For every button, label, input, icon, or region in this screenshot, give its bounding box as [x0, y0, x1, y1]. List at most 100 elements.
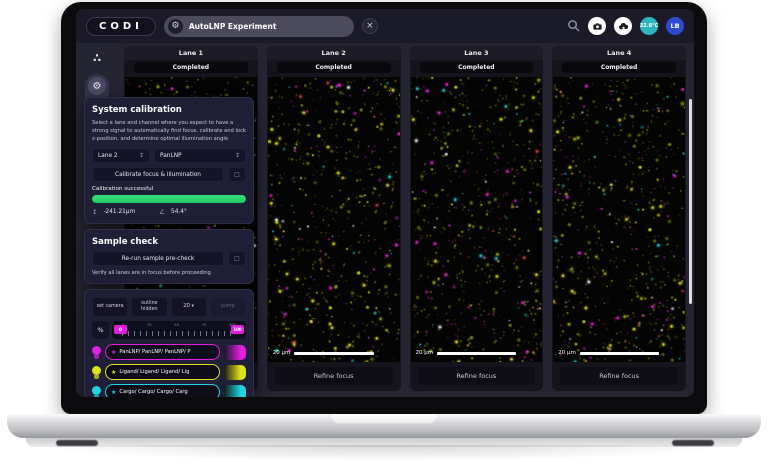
lane-image-viewport[interactable]: 20 μm [553, 77, 685, 362]
user-avatar[interactable]: LB [666, 17, 684, 35]
rerun-precheck-button[interactable]: Re-run sample pre-check [92, 251, 224, 267]
channel-pill-ligand[interactable]: ★ Ligand/ Ligand/ Ligand/ Lig [105, 364, 220, 381]
card-title: System calibration [92, 105, 182, 115]
set-camera-button[interactable]: set camera [92, 297, 129, 318]
star-icon: ★ [111, 388, 117, 396]
bulb-icon[interactable] [92, 345, 101, 359]
channel-row-cargo: ★ Cargo/ Cargo/ Cargo/ Carg [92, 384, 246, 397]
refine-focus-button[interactable]: Refine focus [274, 367, 393, 385]
lane-title: Lane 2 [266, 46, 401, 60]
lane-title: Lane 3 [409, 46, 544, 60]
intensity-range-slider[interactable]: 0 25 50 75 100 0 100 [112, 321, 246, 340]
lane-status-badge: Completed [276, 62, 391, 73]
lane-image-viewport[interactable]: 20 μm [267, 77, 400, 362]
lane-column-4: Lane 4 Completed 20 μm Refine focus [552, 46, 686, 391]
refine-focus-button[interactable]: Refine focus [560, 367, 678, 385]
illumination-angle-value: 54.4° [171, 209, 187, 216]
channel-label: Cargo/ Cargo/ Cargo/ Carg [119, 389, 188, 396]
channel-label: PanLNP/ PanLNP/ PanLNP/ P [119, 349, 191, 356]
temperature-badge[interactable]: 32.8°C [640, 17, 658, 35]
laptop-lid-notch [329, 414, 439, 425]
camera-settings-button[interactable] [588, 17, 606, 35]
scale-bar [579, 351, 659, 355]
lane-title: Lane 4 [552, 46, 686, 60]
channel-swatch[interactable] [224, 384, 246, 397]
percent-button[interactable]: % [92, 321, 109, 340]
lane-title: Lane 1 [124, 46, 258, 60]
channel-row-ligand: ★ Ligand/ Ligand/ Ligand/ Lig [92, 364, 246, 381]
sample-check-note: Verify all lanes are in focus before pro… [92, 270, 211, 277]
calibration-selects: Lane 2 ↕ PanLNP ↕ [92, 148, 246, 164]
star-icon: ★ [111, 348, 117, 356]
brand-logo: CODI [86, 16, 156, 36]
view-mode-button[interactable]: 2D ▾ [170, 297, 207, 318]
lane-image[interactable] [553, 77, 685, 362]
channel-label: Ligand/ Ligand/ Ligand/ Lig [119, 369, 190, 376]
slider-tick-labels: 0 25 50 75 100 [122, 323, 236, 327]
calibration-settings-button[interactable]: □ [228, 167, 246, 183]
lane-image[interactable] [267, 77, 400, 362]
sidebar-item-calibration[interactable]: ⚙ [88, 77, 106, 95]
scale-bar-group: 20 μm [558, 350, 659, 356]
tick-label: 75 [201, 323, 207, 328]
gear-icon: ⚙ [167, 18, 183, 34]
top-bar: CODI ⚙ AutoLNP Experiment × 32.8°C [76, 9, 694, 43]
sample-check-row: Re-run sample pre-check □ [92, 251, 246, 267]
scale-label: 20 μm [415, 350, 434, 356]
intensity-slider-row: % 0 25 50 75 100 0 100 [92, 321, 246, 340]
system-calibration-card: System calibration Select a lane and cha… [84, 97, 254, 225]
channel-pill-panlnp[interactable]: ★ PanLNP/ PanLNP/ PanLNP/ P [105, 344, 220, 361]
cloud-upload-button[interactable] [614, 17, 632, 35]
calibration-results: ↕ -241.21μm ∠ 54.4° [92, 208, 246, 216]
channel-row-panlnp: ★ PanLNP/ PanLNP/ PanLNP/ P [92, 344, 246, 361]
star-icon: ★ [111, 368, 117, 376]
slider-handle-low[interactable]: 0 [114, 325, 127, 335]
vertical-scrollbar[interactable] [689, 99, 692, 304]
experiment-tab-label: AutoLNP Experiment [188, 21, 277, 31]
lane-image[interactable] [410, 77, 543, 362]
tick-label: 25 [147, 323, 152, 328]
channel-pill-cargo[interactable]: ★ Cargo/ Cargo/ Cargo/ Carg [105, 384, 220, 397]
angle-icon: ∠ [159, 208, 165, 217]
square-icon: □ [234, 255, 240, 263]
experiment-tab[interactable]: ⚙ AutoLNP Experiment [163, 15, 354, 37]
app-screen: CODI ⚙ AutoLNP Experiment × 32.8°C [76, 9, 694, 397]
molecule-icon[interactable]: ∴ [92, 51, 102, 65]
slider-handle-high[interactable]: 100 [231, 325, 244, 335]
lane-status-badge: Completed [134, 62, 248, 73]
calibration-progress-track [92, 195, 246, 204]
tick-label: 50 [174, 323, 179, 328]
channel-select[interactable]: PanLNP ↕ [154, 148, 246, 164]
search-icon[interactable] [567, 17, 580, 36]
chevron-updown-icon: ↕ [234, 152, 240, 160]
overlay-panels: System calibration Select a lane and cha… [84, 97, 254, 397]
avatar-initials: LB [670, 22, 680, 30]
calibration-description: Select a lane and channel where you expe… [92, 120, 246, 143]
slider-ticks [122, 331, 236, 337]
channel-swatch[interactable] [224, 344, 246, 360]
channel-swatch[interactable] [224, 364, 246, 380]
close-tab-button[interactable]: × [361, 18, 378, 34]
lane-column-2: Lane 2 Completed 20 μm Refine focus [266, 46, 401, 391]
sample-check-settings-button[interactable]: □ [228, 251, 246, 267]
temperature-value: 32.8°C [639, 23, 659, 29]
bulb-icon[interactable] [92, 365, 101, 379]
calibration-status: Calibration successful [92, 186, 154, 193]
outline-toggle-button[interactable]: outline hidden [131, 297, 168, 318]
pump-button: pump [209, 297, 246, 318]
viewer-buttons: set camera outline hidden 2D ▾ pump [92, 297, 246, 318]
refine-focus-button[interactable]: Refine focus [417, 367, 536, 385]
channel-select-value: PanLNP [160, 152, 182, 159]
bulb-icon[interactable] [92, 385, 101, 397]
scale-bar [437, 351, 517, 355]
card-title: Sample check [92, 237, 158, 248]
lane-image-viewport[interactable]: 20 μm [410, 77, 543, 362]
z-position-icon: ↕ [92, 208, 98, 217]
lane-status-badge: Completed [419, 62, 534, 73]
lane-select[interactable]: Lane 2 ↕ [92, 148, 150, 164]
calibrate-button[interactable]: Calibrate focus & illumination [92, 167, 224, 183]
laptop-foot [672, 440, 714, 446]
scale-bar-group: 20 μm [416, 350, 517, 356]
scale-label: 20 μm [272, 350, 291, 356]
